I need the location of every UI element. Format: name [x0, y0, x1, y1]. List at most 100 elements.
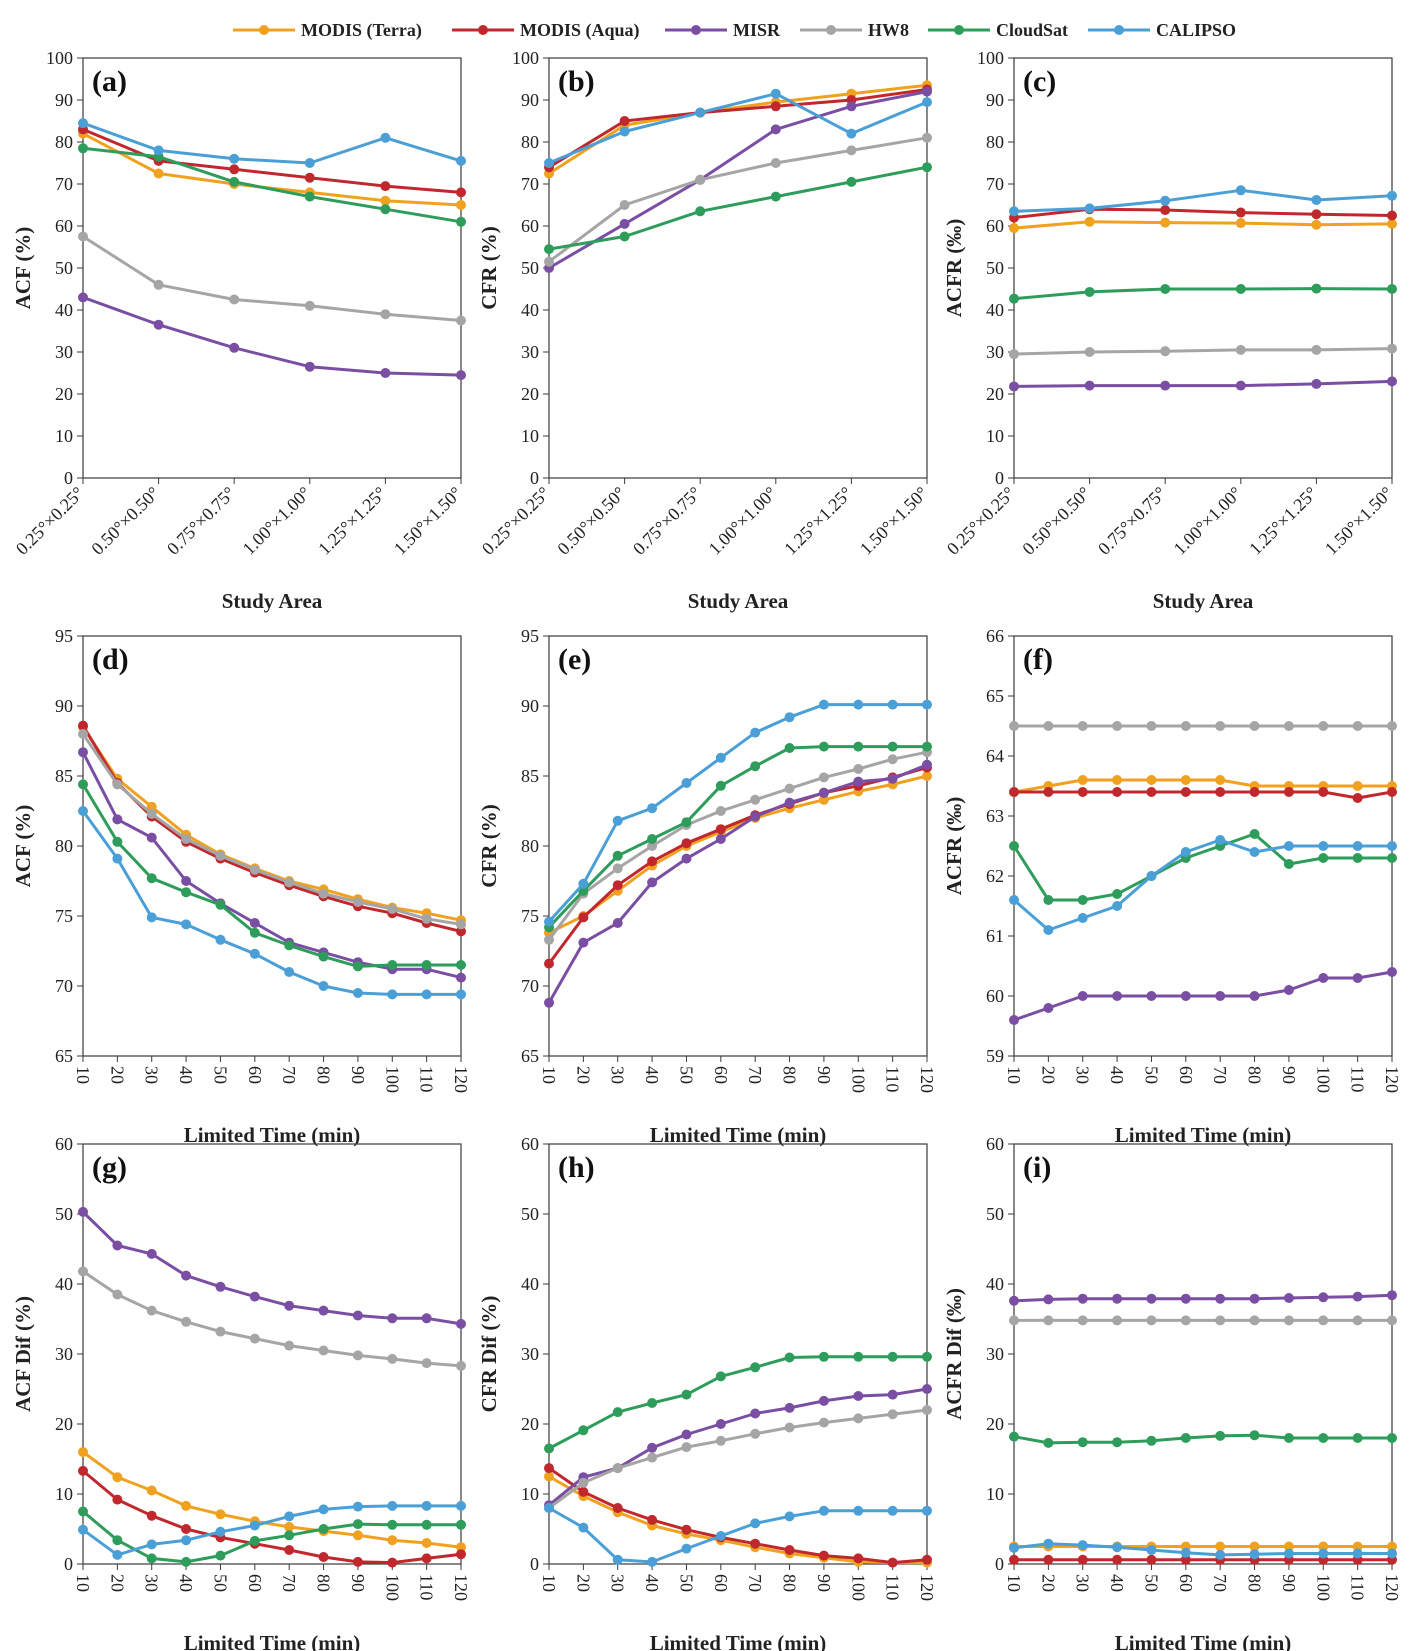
series-calipso	[78, 1500, 466, 1560]
data-point	[1009, 223, 1019, 234]
series-line	[1013, 1433, 1392, 1445]
data-point	[1318, 1548, 1329, 1559]
x-tick-label: 100	[382, 1066, 402, 1093]
data-point	[1352, 841, 1363, 851]
data-point	[1215, 1430, 1226, 1441]
legend-label: CloudSat	[996, 20, 1068, 40]
series-line	[82, 121, 462, 165]
y-tick-label: 80	[55, 132, 73, 152]
series-modis-aqua	[544, 1463, 932, 1568]
x-tick-label: 60	[711, 1574, 731, 1592]
x-tick-label: 30	[142, 1574, 162, 1592]
data-point	[1160, 195, 1171, 206]
data-point	[784, 1402, 795, 1413]
data-point	[456, 1519, 466, 1530]
y-tick-label: 50	[521, 258, 539, 278]
x-tick-label: 100	[848, 1066, 868, 1093]
data-point	[750, 1408, 761, 1419]
data-point	[1077, 1293, 1088, 1304]
x-tick-label: 70	[279, 1574, 299, 1592]
x-tick-label: 0.50°×0.50°	[553, 483, 629, 559]
y-tick-label: 50	[55, 258, 73, 278]
y-tick-label: 90	[521, 90, 539, 110]
data-point	[1215, 991, 1226, 1001]
y-tick-label: 90	[55, 696, 73, 716]
data-point	[770, 101, 781, 112]
x-tick-label: 70	[279, 1066, 299, 1084]
data-point	[421, 1500, 432, 1511]
data-point	[1112, 775, 1123, 785]
data-point	[215, 934, 226, 945]
x-axis-label: Limited Time (min)	[184, 1631, 361, 1651]
data-point	[1352, 721, 1363, 731]
data-point	[215, 1326, 226, 1337]
data-point	[352, 1556, 363, 1567]
data-point	[647, 877, 658, 888]
y-tick-label: 10	[55, 1484, 73, 1504]
data-point	[1112, 721, 1123, 731]
x-tick-label: 50	[676, 1066, 696, 1084]
data-point	[1215, 1315, 1226, 1326]
data-point	[647, 1556, 658, 1567]
x-tick-label: 1.00°×1.00°	[239, 483, 315, 559]
y-tick-label: 10	[521, 426, 539, 446]
data-point	[1318, 1541, 1329, 1552]
data-point	[715, 780, 726, 791]
data-point	[853, 1413, 864, 1424]
data-point	[146, 1510, 157, 1521]
data-point	[181, 1524, 192, 1534]
x-tick-label: 1.25°×1.25°	[1245, 483, 1321, 559]
y-tick-label: 30	[55, 342, 73, 362]
data-point	[284, 877, 295, 888]
data-point	[1009, 349, 1019, 360]
y-tick-label: 85	[55, 766, 73, 786]
data-point	[112, 1535, 123, 1546]
data-point	[619, 231, 630, 242]
data-point	[681, 1389, 692, 1400]
data-point	[1311, 194, 1322, 205]
data-point	[1249, 1430, 1260, 1441]
data-point	[612, 1554, 623, 1565]
x-tick-label: 30	[142, 1066, 162, 1084]
data-point	[853, 1391, 864, 1401]
y-tick-label: 20	[986, 1414, 1004, 1434]
data-point	[1146, 787, 1157, 797]
data-point	[544, 1463, 554, 1474]
data-point	[1180, 1554, 1191, 1565]
y-tick-label: 30	[986, 342, 1004, 362]
legend-label: CALIPSO	[1156, 20, 1236, 40]
data-point	[387, 1313, 398, 1324]
data-point	[715, 806, 726, 816]
data-point	[304, 172, 315, 183]
data-point	[1077, 1554, 1088, 1565]
data-point	[750, 727, 761, 738]
data-point	[1077, 913, 1088, 923]
data-point	[681, 1524, 692, 1535]
data-point	[153, 279, 164, 290]
x-axis-label: Limited Time (min)	[650, 1123, 827, 1147]
data-point	[456, 1549, 466, 1560]
data-point	[818, 1351, 829, 1362]
y-tick-label: 10	[521, 1484, 539, 1504]
data-point	[181, 1500, 192, 1511]
x-axis-label: Limited Time (min)	[1115, 1631, 1292, 1651]
data-point	[1146, 991, 1157, 1001]
data-point	[352, 897, 363, 907]
data-point	[681, 778, 692, 788]
data-point	[1160, 346, 1171, 357]
x-tick-label: 80	[780, 1066, 800, 1084]
x-tick-label: 120	[451, 1574, 471, 1601]
data-point	[112, 853, 123, 864]
panel-f: 59 60 61 62 63 64 65 66 10 20 30 40 50 60 70 80 90 100 110…	[942, 626, 1402, 1147]
data-point	[887, 1505, 898, 1516]
legend-item: MODIS (Aqua)	[452, 20, 640, 41]
y-tick-label: 10	[986, 426, 1004, 446]
data-point	[750, 811, 761, 822]
data-point	[1249, 1549, 1260, 1560]
data-point	[715, 1531, 726, 1541]
y-tick-label: 95	[521, 626, 539, 646]
data-point	[1352, 781, 1363, 791]
y-tick-label: 65	[55, 1046, 73, 1066]
data-point	[181, 1556, 192, 1567]
data-point	[1387, 1541, 1397, 1552]
